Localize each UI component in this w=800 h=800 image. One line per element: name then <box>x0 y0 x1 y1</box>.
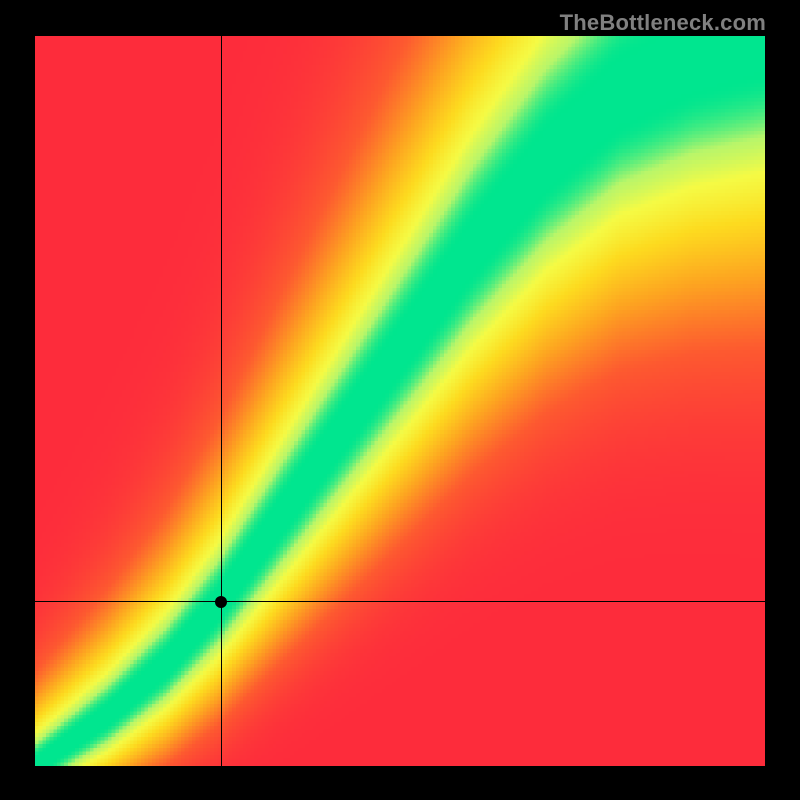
crosshair-vertical <box>221 36 222 766</box>
heatmap-canvas <box>35 36 765 766</box>
chart-frame: TheBottleneck.com <box>0 0 800 800</box>
crosshair-horizontal <box>35 601 765 602</box>
marker-dot <box>215 596 227 608</box>
plot-area <box>35 36 765 766</box>
watermark-text: TheBottleneck.com <box>560 10 766 36</box>
